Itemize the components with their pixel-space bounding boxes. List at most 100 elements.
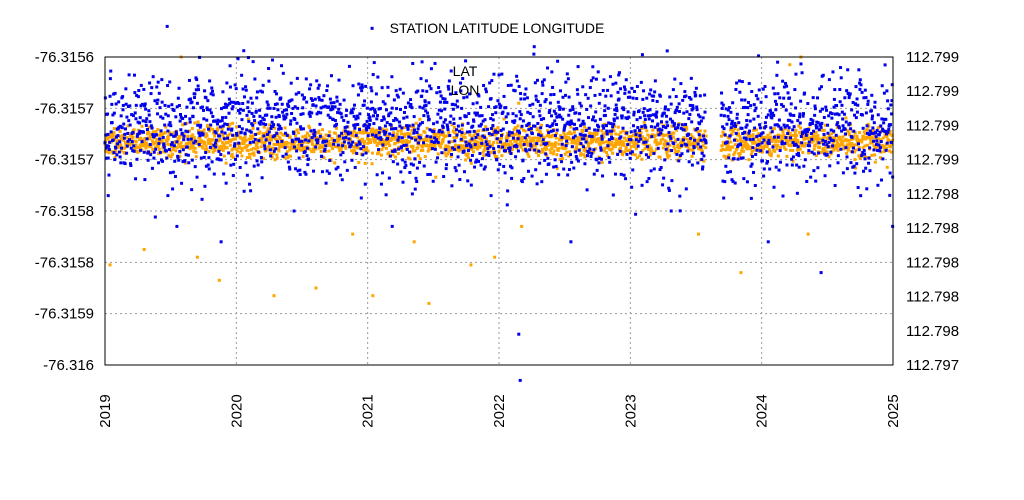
lon-point — [510, 166, 514, 170]
lon-point — [571, 136, 575, 140]
lat-point — [867, 124, 871, 128]
lat-point — [598, 143, 602, 147]
lon-point — [783, 125, 787, 129]
lon-point — [484, 90, 488, 94]
lat-point — [642, 120, 646, 124]
lon-point — [181, 117, 185, 121]
lon-point — [202, 155, 206, 159]
lat-point — [762, 147, 766, 151]
lon-point — [345, 125, 349, 129]
lon-point — [186, 137, 190, 141]
lat-point — [213, 134, 217, 138]
lon-outlier-point — [292, 209, 296, 213]
lat-point — [655, 143, 659, 147]
lon-point — [810, 121, 814, 125]
lat-point — [765, 144, 769, 148]
lat-point — [635, 142, 639, 146]
lat-point — [119, 143, 123, 147]
lon-point — [197, 131, 201, 135]
lon-point — [272, 149, 276, 153]
lat-outlier-point — [351, 232, 355, 236]
lon-point — [339, 112, 343, 116]
lon-point — [443, 107, 447, 111]
lon-point — [350, 158, 354, 162]
lon-point — [385, 121, 389, 125]
lon-point — [796, 145, 800, 149]
lon-point — [378, 127, 382, 131]
lon-point — [584, 93, 588, 97]
lat-point — [157, 147, 161, 151]
lon-point — [815, 125, 819, 129]
lat-point — [283, 156, 287, 160]
lon-point — [292, 145, 296, 149]
lon-point — [831, 139, 835, 143]
lat-point — [550, 143, 554, 147]
lon-point — [235, 133, 239, 137]
lon-point — [487, 153, 491, 157]
lon-point — [129, 162, 133, 166]
lat-point — [428, 148, 432, 152]
lon-point — [560, 135, 564, 139]
lat-point — [794, 136, 798, 140]
lat-point — [134, 143, 138, 147]
lon-point — [856, 142, 860, 146]
lon-point — [408, 104, 412, 108]
lon-point — [257, 150, 261, 154]
lon-point — [849, 161, 853, 165]
lat-point — [526, 152, 530, 156]
lon-point — [823, 139, 827, 143]
lat-point — [189, 141, 193, 145]
lon-point — [263, 144, 267, 148]
lat-point — [221, 148, 225, 152]
lat-point — [688, 138, 692, 142]
lon-point — [755, 134, 759, 138]
lon-point — [656, 146, 660, 150]
lon-point — [167, 104, 171, 108]
lon-point — [193, 96, 197, 100]
lon-point — [180, 131, 184, 135]
lon-point — [869, 109, 873, 113]
lon-point — [140, 140, 144, 144]
lat-point — [216, 126, 220, 130]
lat-point — [164, 125, 168, 129]
lat-point — [487, 142, 491, 146]
lat-point — [667, 154, 671, 158]
lon-point — [548, 125, 552, 129]
lat-point — [769, 154, 773, 158]
lat-point — [365, 147, 369, 151]
lon-point — [443, 97, 447, 101]
lon-point — [272, 106, 276, 110]
lat-point — [848, 141, 852, 145]
lon-point — [861, 126, 865, 130]
lon-point — [212, 172, 216, 176]
lat-point — [314, 147, 318, 151]
lat-point — [574, 141, 578, 145]
lon-point — [364, 151, 368, 155]
lon-point — [376, 75, 380, 79]
lat-point — [246, 143, 250, 147]
lon-point — [789, 136, 793, 140]
lon-point — [880, 117, 884, 121]
right-y-tick-label: 112.797 — [906, 357, 959, 374]
lon-point — [528, 103, 532, 107]
lat-point — [638, 154, 642, 158]
lat-point — [579, 153, 583, 157]
lat-point — [735, 147, 739, 151]
lon-point — [386, 85, 390, 89]
lon-point — [597, 101, 601, 105]
lon-point — [410, 136, 414, 140]
lon-point — [121, 108, 125, 112]
lat-point — [557, 142, 561, 146]
lon-point — [265, 100, 269, 104]
lat-point — [254, 147, 258, 151]
lat-point — [622, 136, 626, 140]
lon-point — [885, 89, 889, 93]
lat-point — [633, 131, 637, 135]
lon-point — [559, 115, 563, 119]
lon-point — [632, 110, 636, 114]
lon-point — [764, 95, 768, 99]
lat-point — [721, 130, 725, 134]
lon-point — [447, 79, 451, 83]
lon-point — [365, 128, 369, 132]
lon-point — [494, 105, 498, 109]
